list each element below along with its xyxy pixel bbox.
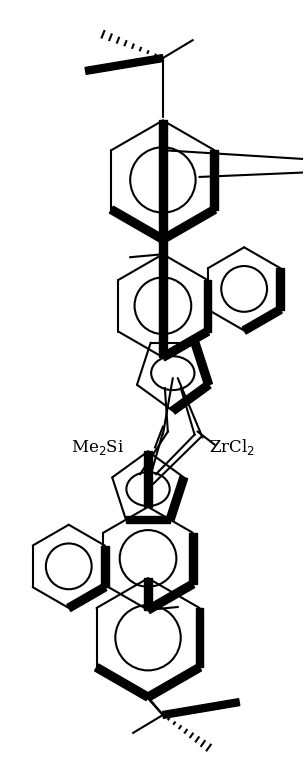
Polygon shape — [166, 476, 188, 521]
Polygon shape — [101, 546, 109, 587]
Polygon shape — [109, 206, 165, 243]
Polygon shape — [85, 54, 164, 74]
Polygon shape — [144, 578, 152, 610]
Polygon shape — [159, 120, 167, 357]
Polygon shape — [191, 341, 212, 386]
Polygon shape — [210, 151, 218, 210]
Polygon shape — [171, 382, 211, 414]
Polygon shape — [146, 580, 195, 613]
Polygon shape — [146, 664, 202, 701]
Polygon shape — [204, 280, 212, 331]
Polygon shape — [189, 532, 197, 584]
Polygon shape — [242, 307, 282, 334]
Text: Me$_2$Si: Me$_2$Si — [71, 438, 124, 457]
Polygon shape — [195, 608, 203, 667]
Polygon shape — [161, 328, 209, 361]
Polygon shape — [95, 664, 150, 701]
Polygon shape — [144, 452, 152, 507]
Polygon shape — [162, 698, 240, 719]
Polygon shape — [276, 268, 284, 310]
Polygon shape — [126, 515, 170, 524]
Text: ZrCl$_2$: ZrCl$_2$ — [209, 438, 255, 457]
Polygon shape — [161, 206, 216, 243]
Polygon shape — [67, 584, 107, 611]
